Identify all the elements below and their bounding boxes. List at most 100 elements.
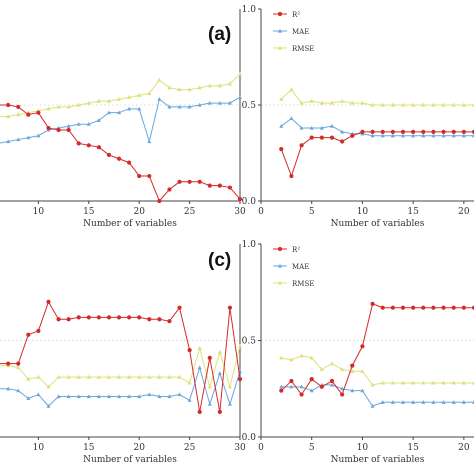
point-rmse: [431, 380, 436, 385]
series-line-r2: [0, 104, 241, 202]
series-line-mae: [281, 384, 474, 407]
point-mae: [36, 133, 41, 138]
point-r2: [329, 378, 335, 384]
point-mae: [227, 401, 232, 406]
point-mae: [96, 394, 101, 399]
point-r2: [16, 104, 21, 110]
point-rmse: [187, 87, 192, 92]
point-r2: [329, 135, 335, 140]
point-mae: [127, 106, 132, 111]
point-mae: [177, 392, 182, 397]
point-r2: [177, 179, 182, 184]
point-r2: [207, 355, 212, 360]
point-r2: [157, 317, 162, 322]
point-r2: [451, 129, 456, 134]
point-r2: [86, 143, 91, 148]
point-mae: [370, 403, 375, 408]
point-r2: [187, 348, 192, 353]
point-rmse: [227, 81, 233, 86]
x-axis-label: Number of variables: [83, 455, 177, 465]
point-rmse: [197, 85, 202, 90]
point-r2: [46, 125, 51, 131]
point-r2: [66, 317, 71, 322]
point-r2: [390, 305, 395, 310]
point-r2: [127, 315, 132, 320]
point-r2: [370, 301, 375, 306]
point-r2: [187, 179, 192, 184]
point-r2: [421, 129, 426, 134]
point-r2: [46, 299, 51, 304]
point-r2: [451, 305, 456, 310]
point-rmse: [340, 367, 345, 372]
point-rmse: [451, 380, 456, 385]
point-r2: [289, 173, 294, 179]
panel-a-right: 0 5 10 15 20 0.0 0.5 1.0 Number of variables R² MA…: [242, 5, 474, 229]
point-mae: [299, 384, 304, 389]
point-mae: [340, 386, 345, 391]
point-rmse: [26, 376, 31, 381]
point-mae: [117, 110, 122, 115]
series-line-rmse: [280, 88, 474, 106]
x-tick-label: 20: [458, 207, 470, 217]
point-mae: [421, 133, 426, 138]
point-r2: [96, 145, 101, 150]
point-r2: [197, 409, 202, 415]
legend-label-rmse: RMSE: [292, 280, 314, 288]
panel-label: (a): [208, 24, 231, 45]
point-rmse: [380, 102, 385, 107]
point-mae: [127, 394, 132, 399]
point-mae: [227, 100, 232, 105]
point-mae: [441, 133, 446, 138]
point-rmse: [207, 384, 212, 389]
point-rmse: [76, 102, 81, 107]
point-mae: [197, 102, 202, 107]
point-r2: [340, 139, 345, 144]
point-mae: [117, 394, 122, 399]
point-mae: [380, 133, 385, 138]
point-mae: [147, 139, 152, 144]
point-r2: [279, 388, 284, 393]
legend-label-r2: R²: [292, 246, 300, 254]
point-r2: [237, 196, 243, 202]
x-tick-label: 15: [83, 207, 95, 217]
x-tick-label: 15: [83, 443, 95, 453]
point-rmse: [390, 380, 395, 385]
x-tick-label: 10: [357, 443, 369, 453]
point-r2: [309, 377, 314, 382]
point-r2: [350, 363, 355, 368]
point-rmse: [137, 374, 142, 379]
point-mae: [451, 400, 456, 404]
point-mae: [299, 125, 304, 130]
point-r2: [461, 129, 466, 134]
point-mae: [197, 365, 202, 370]
point-rmse: [471, 380, 474, 385]
point-rmse: [66, 374, 71, 379]
point-r2: [441, 305, 446, 310]
y-tick-label: 0.0: [242, 197, 257, 207]
y-tick-label: 0.5: [242, 101, 257, 111]
point-r2: [207, 183, 212, 188]
x-tick-label: 30: [234, 443, 246, 453]
point-rmse: [96, 98, 101, 103]
point-r2: [26, 112, 31, 117]
point-r2: [56, 317, 61, 322]
point-mae: [56, 394, 61, 399]
point-r2: [137, 173, 142, 179]
plot-area: [0, 71, 243, 204]
point-r2: [147, 173, 152, 179]
point-rmse: [237, 343, 243, 348]
point-r2: [76, 141, 81, 146]
point-r2: [157, 198, 162, 204]
point-rmse: [289, 357, 294, 362]
point-rmse: [471, 102, 474, 107]
point-rmse: [299, 100, 304, 105]
point-rmse: [237, 71, 243, 76]
point-rmse: [329, 361, 335, 366]
point-mae: [96, 118, 101, 122]
point-r2: [36, 328, 41, 333]
x-tick-label: 30: [234, 207, 246, 217]
point-mae: [360, 388, 365, 393]
point-rmse: [207, 83, 212, 88]
point-rmse: [6, 114, 11, 119]
